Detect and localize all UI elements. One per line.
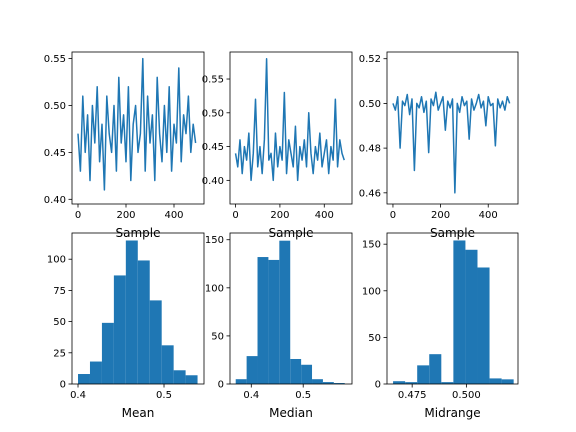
x-tick-label: 0.5	[156, 390, 172, 401]
y-tick-label: 0.45	[44, 148, 66, 159]
x-axis-label: Midrange	[424, 406, 480, 420]
data-line	[392, 91, 511, 194]
histogram-bar	[268, 259, 280, 384]
axes-frame	[229, 51, 353, 205]
y-tick-label: 0.46	[359, 188, 381, 199]
histogram-bar	[333, 383, 345, 384]
y-tick-label: 0.48	[359, 144, 381, 155]
x-tick-label: 200	[270, 210, 289, 221]
histogram-bar	[78, 374, 90, 384]
x-tick-label: 0.4	[70, 390, 86, 401]
x-tick-label: 0	[232, 210, 238, 221]
y-tick-label: 0.45	[202, 142, 224, 153]
histogram-bar	[453, 240, 466, 384]
x-tick-label: 0.4	[243, 390, 259, 401]
histogram-bar	[441, 382, 454, 384]
y-tick-label: 50	[53, 317, 66, 328]
histogram-bar	[149, 300, 162, 384]
histogram-bar	[89, 361, 102, 384]
histogram-bar	[477, 267, 490, 384]
y-tick-label: 0.50	[359, 99, 381, 110]
histogram-bar	[185, 375, 198, 384]
x-tick-label: 0.5	[295, 390, 311, 401]
axes-frame	[229, 232, 353, 385]
histogram-bar	[290, 358, 302, 384]
x-tick-label: 200	[431, 210, 450, 221]
x-tick-label: 400	[164, 210, 183, 221]
y-tick-label: 0.40	[44, 195, 66, 206]
histogram-bar	[489, 378, 502, 384]
histogram-bar	[173, 370, 186, 384]
histogram-bar	[312, 379, 323, 384]
histogram-bar	[257, 257, 269, 384]
axes-frame	[71, 51, 205, 205]
histogram-bar	[125, 240, 138, 384]
x-tick-label: 400	[479, 210, 498, 221]
x-tick-label: 0.500	[452, 390, 481, 401]
y-tick-label: 50	[211, 331, 224, 342]
histogram-bar	[113, 275, 126, 384]
histogram-bar	[301, 364, 313, 384]
y-tick-label: 0.40	[202, 176, 224, 187]
y-tick-label: 100	[362, 286, 381, 297]
x-axis-label: Median	[269, 406, 313, 420]
y-tick-label: 0.55	[44, 54, 66, 65]
y-tick-label: 0.50	[202, 108, 224, 119]
x-tick-label: 400	[315, 210, 334, 221]
y-tick-label: 100	[205, 283, 224, 294]
y-tick-label: 100	[47, 255, 66, 266]
y-tick-label: 75	[53, 286, 66, 297]
y-tick-label: 150	[362, 240, 381, 251]
histogram-bar	[137, 260, 150, 384]
histogram-bar	[246, 356, 258, 384]
histogram-bar	[465, 249, 478, 384]
data-line	[234, 58, 345, 182]
histogram-bar	[405, 382, 418, 384]
y-tick-label: 0.50	[44, 101, 66, 112]
y-tick-label: 150	[205, 235, 224, 246]
x-tick-label: 0	[390, 210, 396, 221]
histogram-bar	[235, 379, 247, 384]
y-tick-label: 0.55	[202, 75, 224, 86]
x-axis-label: Mean	[122, 406, 155, 420]
histogram-bar	[429, 354, 442, 384]
y-tick-label: 50	[368, 333, 381, 344]
histogram-bar	[161, 345, 174, 384]
y-tick-label: 0	[375, 380, 381, 391]
histogram-bar	[101, 322, 114, 384]
histogram-bar	[279, 240, 291, 384]
histogram-bar	[322, 382, 334, 384]
y-tick-label: 0.52	[359, 54, 381, 65]
histogram-bar	[393, 381, 406, 384]
x-tick-label: 0	[75, 210, 81, 221]
axes-frame	[386, 51, 519, 205]
x-tick-label: 0.475	[398, 390, 427, 401]
axes-frame	[71, 232, 205, 385]
histogram-bar	[501, 379, 514, 384]
axes-frame	[386, 232, 519, 385]
histogram-bar	[417, 365, 430, 384]
y-tick-label: 0	[60, 380, 66, 391]
x-tick-label: 200	[116, 210, 135, 221]
y-tick-label: 25	[53, 348, 66, 359]
y-tick-label: 0	[218, 380, 224, 391]
data-line	[77, 57, 197, 191]
